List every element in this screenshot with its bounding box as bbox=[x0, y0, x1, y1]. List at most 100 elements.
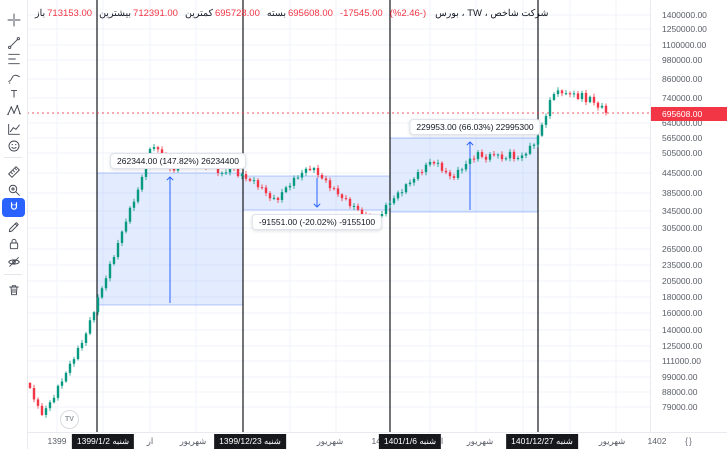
candle-body bbox=[32, 388, 36, 400]
text-tool-button[interactable]: T bbox=[2, 84, 25, 103]
price-range-box[interactable] bbox=[389, 137, 539, 213]
candle-body bbox=[160, 149, 164, 155]
emoji-tool-button[interactable] bbox=[2, 136, 25, 155]
candle-body bbox=[76, 348, 80, 360]
change-percent: (%2.46-) bbox=[389, 8, 427, 19]
candle-body bbox=[68, 363, 72, 373]
candle-body bbox=[236, 168, 240, 177]
hide-drawings-tool-button[interactable] bbox=[2, 252, 25, 271]
candle-body bbox=[140, 176, 144, 190]
price-axis-label: 565000.00 bbox=[662, 133, 703, 143]
trend-line-icon bbox=[7, 36, 20, 49]
remove-drawings-tool-button[interactable] bbox=[2, 280, 25, 299]
brush-icon bbox=[7, 74, 20, 84]
chart-canvas[interactable]: 262344.00 (147.82%) 26234400 -91551.00 (-… bbox=[27, 0, 650, 432]
edit-tool-button[interactable] bbox=[2, 217, 25, 236]
candle-body bbox=[260, 187, 264, 189]
candle-body bbox=[84, 333, 88, 343]
price-axis-label: 345000.00 bbox=[662, 206, 703, 216]
drawing-toolbar: T bbox=[0, 0, 28, 449]
trend-line-tool-button[interactable] bbox=[2, 33, 25, 52]
candle-body bbox=[352, 205, 356, 207]
candle-body bbox=[344, 198, 348, 200]
candle-body bbox=[516, 158, 520, 160]
candle-body bbox=[300, 172, 304, 178]
emoji-icon bbox=[8, 140, 19, 151]
measure-arrow-head bbox=[466, 141, 474, 146]
candle-body bbox=[400, 192, 404, 194]
candle-body bbox=[36, 399, 40, 406]
close-label: بسته bbox=[266, 8, 286, 19]
measure-tool-button[interactable] bbox=[2, 162, 25, 181]
candle-body bbox=[252, 180, 256, 182]
candle-body bbox=[592, 96, 596, 103]
time-axis[interactable]: {} 1399ارشهریور13شهریور1400ارشهریور14شهر… bbox=[0, 432, 727, 449]
fib-retracement-icon bbox=[7, 53, 20, 64]
candle-body bbox=[556, 90, 560, 95]
price-axis-label: 235000.00 bbox=[662, 260, 703, 270]
candle-body bbox=[388, 203, 392, 205]
candle-body bbox=[408, 182, 412, 185]
candle-body bbox=[272, 197, 276, 199]
candle-body bbox=[508, 151, 512, 159]
brush-tool-button[interactable] bbox=[2, 68, 25, 87]
candle-body bbox=[548, 99, 552, 117]
candle-body bbox=[228, 166, 232, 173]
candle-body bbox=[480, 152, 484, 157]
measure-icon bbox=[7, 165, 20, 178]
low-label: کمترین bbox=[184, 8, 213, 19]
price-axis-label: 385000.00 bbox=[662, 188, 703, 198]
event-date-tag: شنبه 1401/12/27 bbox=[506, 434, 578, 449]
price-axis-label: 860000.00 bbox=[662, 74, 703, 84]
candle-body bbox=[224, 172, 228, 174]
candle-body bbox=[504, 158, 508, 160]
candle-body bbox=[484, 156, 488, 160]
price-axis[interactable]: 695608.00 1400000.00 1250000.00 1100000.00… bbox=[650, 0, 727, 432]
timezone-settings-icon[interactable]: {} bbox=[684, 436, 693, 446]
candle-body bbox=[512, 151, 516, 159]
candle-body bbox=[588, 96, 592, 103]
candle-body bbox=[240, 174, 244, 177]
forecast-tool-button[interactable] bbox=[2, 119, 25, 138]
candle-body bbox=[288, 185, 292, 188]
zoom-in-tool-button[interactable] bbox=[2, 180, 25, 199]
candle-body bbox=[56, 385, 60, 398]
measure-arrow-head bbox=[166, 176, 174, 181]
price-axis-label: 1100000.00 bbox=[662, 40, 707, 50]
xabcd-pattern-tool-button[interactable] bbox=[2, 101, 25, 120]
time-axis-label: شهریور bbox=[598, 436, 626, 446]
candle-body bbox=[316, 167, 320, 175]
candle-body bbox=[396, 192, 400, 199]
candle-body bbox=[72, 359, 76, 364]
candle-body bbox=[496, 154, 500, 156]
candle-body bbox=[312, 167, 316, 171]
price-axis-label: 125000.00 bbox=[662, 341, 703, 351]
price-axis-label: 111000.00 bbox=[662, 356, 701, 366]
candle-body bbox=[448, 172, 452, 177]
fib-retracement-tool-button[interactable] bbox=[2, 49, 25, 68]
crosshair-tool-button[interactable] bbox=[2, 10, 25, 29]
candle-body bbox=[220, 172, 224, 174]
candle-body bbox=[284, 187, 288, 193]
lock-drawings-tool-button[interactable] bbox=[2, 234, 25, 253]
candlestick-chart[interactable] bbox=[27, 0, 650, 432]
candle-body bbox=[132, 201, 136, 208]
symbol-title[interactable]: شرکت شاخص ، TW ، بورس bbox=[435, 8, 549, 19]
candle-body bbox=[296, 177, 300, 179]
magnet-tool-button[interactable] bbox=[2, 198, 25, 217]
candle-body bbox=[476, 152, 480, 160]
candle-body bbox=[440, 162, 444, 171]
candle-body bbox=[424, 164, 428, 173]
candle-body bbox=[544, 116, 548, 125]
candle-body bbox=[304, 168, 308, 173]
candle-body bbox=[216, 165, 220, 173]
ohlc-legend: باز 713153.00 بیشترین 712391.00 کمترین 6957… bbox=[35, 8, 548, 19]
edit-icon bbox=[8, 221, 19, 232]
candle-body bbox=[552, 94, 556, 100]
tradingview-watermark-icon: TV bbox=[60, 410, 79, 429]
candle-body bbox=[580, 92, 584, 100]
time-axis-label: 1402 bbox=[647, 436, 667, 446]
candle-body bbox=[336, 188, 340, 195]
time-axis-label: ار bbox=[146, 436, 154, 446]
